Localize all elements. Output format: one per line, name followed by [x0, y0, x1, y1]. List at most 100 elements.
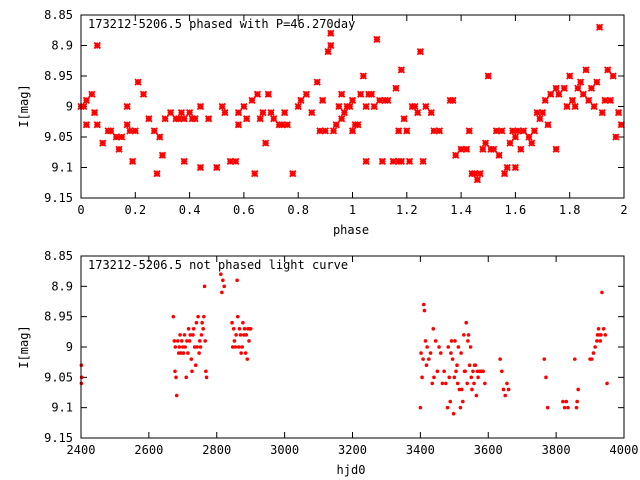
phased-data-point [452, 151, 460, 159]
unphased-data-point [561, 399, 565, 404]
unphased-data-point [453, 339, 457, 343]
unphased-data-point [591, 351, 596, 355]
phased-data-point [566, 72, 574, 80]
phased-chart-ylabel: I[mag] [17, 84, 31, 127]
phased-data-point [367, 90, 376, 98]
unphased-data-point [501, 387, 506, 392]
phased-data-point [422, 102, 430, 111]
phased-data-point [555, 90, 563, 98]
unphased-data-point [194, 320, 199, 325]
unphased-data-point [503, 393, 508, 398]
phased-data-point [354, 121, 362, 129]
unphased-data-point [481, 369, 485, 374]
unphased-data-point [240, 345, 245, 349]
phased-data-point [346, 102, 354, 111]
phased-xtick-label: 1.2 [396, 203, 418, 217]
phased-data-point [107, 127, 115, 135]
unphased-data-point [438, 351, 443, 355]
unphased-data-point [595, 339, 599, 343]
unphased-light-curve-panel: 173212-5206.5 not phased light curve hjd… [17, 249, 638, 477]
phased-data-point [196, 163, 205, 172]
unphased-data-point [596, 327, 601, 331]
unphased-data-point [241, 320, 245, 325]
phased-data-point [376, 96, 384, 105]
phased-xtick-label: 0.2 [124, 203, 146, 217]
phased-data-point [115, 145, 123, 153]
unphased-data-point [235, 278, 239, 283]
unphased-data-point [191, 333, 195, 337]
unphased-data-point [219, 272, 223, 277]
phased-data-point [481, 139, 490, 147]
phased-data-point [283, 121, 291, 129]
phased-data-point [536, 115, 544, 123]
unphased-ytick-label: 9.05 [44, 370, 73, 384]
unphased-data-point [423, 339, 428, 343]
phased-data-point [218, 102, 226, 111]
phased-chart-ticks: 0 0.2 0.4 0.6 0.8 1 1.2 1.4 1.6 1.8 2 8.85 8.9 8.95 9 9… [44, 8, 628, 217]
phased-data-point [574, 84, 582, 92]
phased-data-point [82, 96, 91, 105]
unphased-data-point [431, 327, 436, 331]
phased-data-point [242, 115, 251, 123]
phased-data-point [449, 96, 457, 105]
phased-data-point [329, 127, 338, 135]
unphased-data-point [183, 345, 187, 349]
phased-data-point [327, 41, 335, 50]
phased-data-point [590, 102, 598, 111]
phased-data-point [297, 96, 305, 105]
unphased-data-point [193, 363, 198, 368]
phased-data-point [221, 108, 229, 117]
phased-data-point [335, 102, 343, 111]
phased-data-point [180, 115, 188, 123]
unphased-data-point [455, 363, 459, 368]
phased-data-point [256, 115, 264, 123]
phased-data-point [123, 102, 131, 111]
unphased-data-point [564, 399, 569, 404]
unphased-data-point [458, 405, 463, 410]
phased-data-point [313, 78, 321, 86]
phased-data-point [175, 115, 183, 123]
phased-data-point [348, 127, 357, 135]
unphased-data-point [454, 369, 458, 374]
phased-data-point [234, 108, 243, 117]
phased-data-point [552, 145, 560, 153]
phased-data-point [294, 102, 302, 111]
unphased-data-point [424, 363, 429, 368]
phased-data-point [131, 127, 139, 135]
unphased-data-point [238, 333, 243, 337]
unphased-data-point [178, 333, 182, 337]
unphased-data-point [542, 357, 547, 361]
unphased-data-point [204, 369, 208, 374]
unphased-data-point [605, 381, 609, 386]
phased-data-point [598, 108, 606, 117]
unphased-data-point [440, 381, 445, 386]
phased-data-point [139, 90, 148, 98]
unphased-data-point [204, 375, 209, 380]
unphased-data-point [234, 333, 238, 337]
phased-data-point [479, 145, 487, 153]
phased-data-point [528, 139, 536, 147]
phased-data-point [571, 102, 579, 111]
unphased-data-point [432, 375, 436, 380]
unphased-data-point [459, 351, 463, 355]
unphased-data-point [589, 357, 594, 361]
phased-data-point [389, 157, 397, 166]
unphased-data-point [476, 375, 480, 380]
phased-data-point [112, 133, 120, 141]
unphased-data-point [244, 333, 249, 337]
unphased-data-point [231, 327, 236, 331]
unphased-data-point [420, 375, 424, 380]
phased-data-point [204, 115, 213, 123]
phased-data-point [261, 139, 270, 147]
unphased-xtick-label: 2600 [134, 443, 163, 457]
phased-data-point [99, 139, 107, 147]
phased-data-point [240, 102, 248, 111]
phased-data-point [547, 90, 555, 98]
unphased-data-point [545, 405, 550, 410]
unphased-data-point [465, 381, 470, 386]
phased-xtick-label: 1.8 [559, 203, 581, 217]
phased-data-point [582, 66, 590, 74]
phased-data-point [538, 108, 547, 117]
phased-xtick-label: 1.4 [450, 203, 472, 217]
phased-data-point [145, 115, 153, 123]
